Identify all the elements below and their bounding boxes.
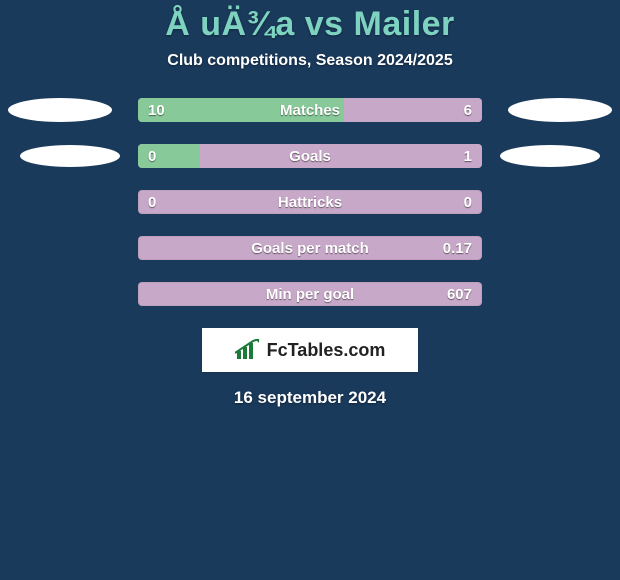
stat-value-right: 6 xyxy=(464,102,472,119)
brand-chart-icon xyxy=(235,339,261,361)
stat-label: Goals per match xyxy=(251,240,369,257)
stat-value-left: 0 xyxy=(148,148,156,165)
subtitle: Club competitions, Season 2024/2025 xyxy=(0,52,620,70)
player-right-ellipse xyxy=(500,145,600,167)
stat-label: Goals xyxy=(289,148,331,165)
stat-value-right: 0.17 xyxy=(443,240,472,257)
content-root: Å uÄ¾a vs Mailer Club competitions, Seas… xyxy=(0,0,620,408)
stat-bar: 0.17 Goals per match xyxy=(138,236,482,260)
stat-label: Min per goal xyxy=(266,286,354,303)
stat-row: 0 1 Goals xyxy=(0,144,620,168)
stat-value-right: 1 xyxy=(464,148,472,165)
stat-bar: 0 0 Hattricks xyxy=(138,190,482,214)
brand-text: FcTables.com xyxy=(267,340,386,361)
stat-bar-right-fill xyxy=(200,144,482,168)
stat-label: Matches xyxy=(280,102,340,119)
stat-rows: 10 6 Matches 0 1 Goals 0 0 Hattricks 0.17 Goals pe… xyxy=(0,98,620,306)
stat-row: 607 Min per goal xyxy=(0,282,620,306)
player-right-ellipse xyxy=(508,98,612,122)
date-label: 16 september 2024 xyxy=(0,388,620,408)
stat-row: 0.17 Goals per match xyxy=(0,236,620,260)
stat-value-left: 0 xyxy=(148,194,156,211)
stat-bar: 0 1 Goals xyxy=(138,144,482,168)
stat-value-right: 0 xyxy=(464,194,472,211)
stat-label: Hattricks xyxy=(278,194,342,211)
player-left-ellipse xyxy=(20,145,120,167)
brand-box[interactable]: FcTables.com xyxy=(202,328,418,372)
stat-value-left: 10 xyxy=(148,102,165,119)
stat-bar-right-fill xyxy=(344,98,482,122)
stat-bar: 10 6 Matches xyxy=(138,98,482,122)
player-left-ellipse xyxy=(8,98,112,122)
page-title: Å uÄ¾a vs Mailer xyxy=(0,5,620,44)
stat-row: 10 6 Matches xyxy=(0,98,620,122)
stat-value-right: 607 xyxy=(447,286,472,303)
stat-row: 0 0 Hattricks xyxy=(0,190,620,214)
stat-bar: 607 Min per goal xyxy=(138,282,482,306)
